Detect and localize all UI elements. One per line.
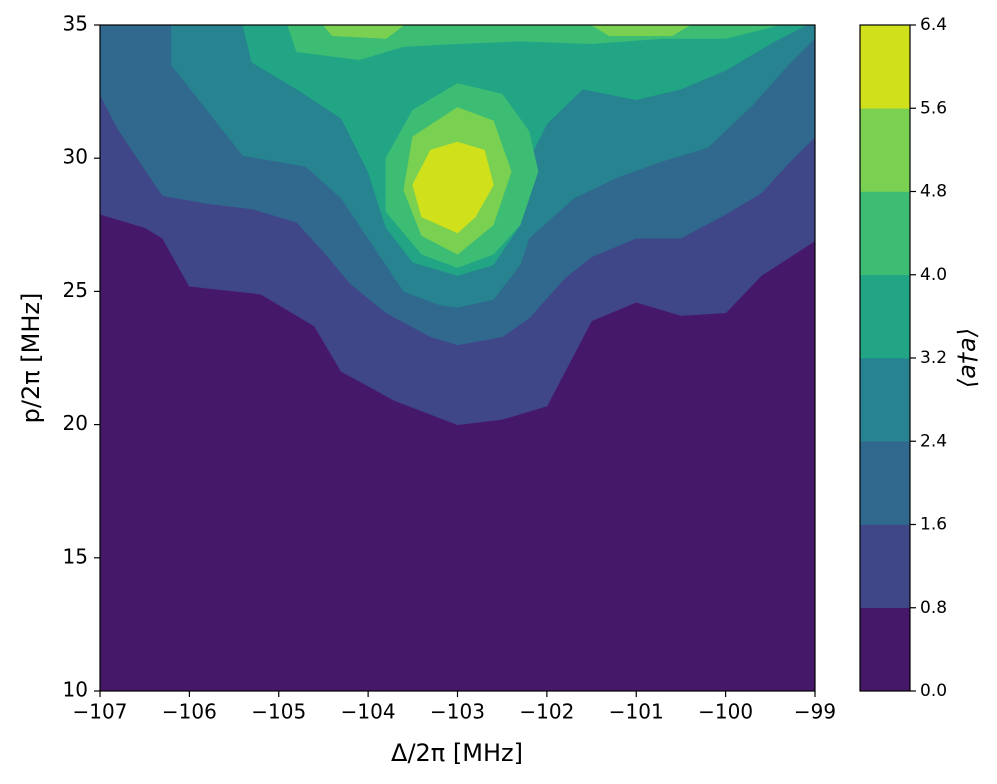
x-tick-label: −101 (609, 700, 664, 724)
colorbar-band (859, 274, 911, 359)
x-tick-label: −100 (698, 700, 753, 724)
colorbar-tick-label: 3.2 (920, 348, 947, 368)
colorbar-tick-label: 0.8 (920, 598, 947, 618)
contour-region (590, 24, 692, 37)
colorbar-band (859, 607, 911, 692)
contour-region (412, 141, 494, 234)
x-tick-label: −105 (251, 700, 306, 724)
x-tick-label: −103 (430, 700, 485, 724)
colorbar-band (859, 108, 911, 192)
y-tick-label: 35 (63, 12, 88, 36)
y-tick-label: 30 (63, 145, 88, 169)
colorbar-tick-label: 0.0 (920, 681, 947, 701)
colorbar-label: ⟨a†a⟩ (953, 328, 981, 388)
y-axis-label: p/2π [MHz] (17, 293, 45, 424)
y-tick-label: 10 (63, 678, 88, 702)
y-tick-label: 15 (63, 544, 88, 568)
colorbar-band (859, 441, 911, 525)
colorbar-band (859, 24, 911, 109)
colorbar-tick-label: 2.4 (920, 431, 947, 451)
colorbar-tick-label: 6.4 (920, 15, 947, 35)
colorbar-tick-label: 4.8 (920, 182, 947, 202)
x-tick-label: −99 (794, 700, 836, 724)
x-tick-label: −107 (73, 700, 128, 724)
colorbar-band (859, 191, 911, 275)
y-tick-label: 20 (63, 411, 88, 435)
x-tick-label: −102 (519, 700, 574, 724)
colorbar-tick-label: 4.0 (920, 265, 947, 285)
colorbar-band (859, 524, 911, 608)
x-axis-label: Δ/2π [MHz] (391, 739, 523, 767)
colorbar-band (859, 357, 911, 442)
y-tick-label: 25 (63, 278, 88, 302)
x-tick-label: −106 (162, 700, 217, 724)
colorbar-tick-label: 5.6 (920, 98, 947, 118)
colorbar-tick-label: 1.6 (920, 515, 947, 535)
x-tick-label: −104 (341, 700, 396, 724)
